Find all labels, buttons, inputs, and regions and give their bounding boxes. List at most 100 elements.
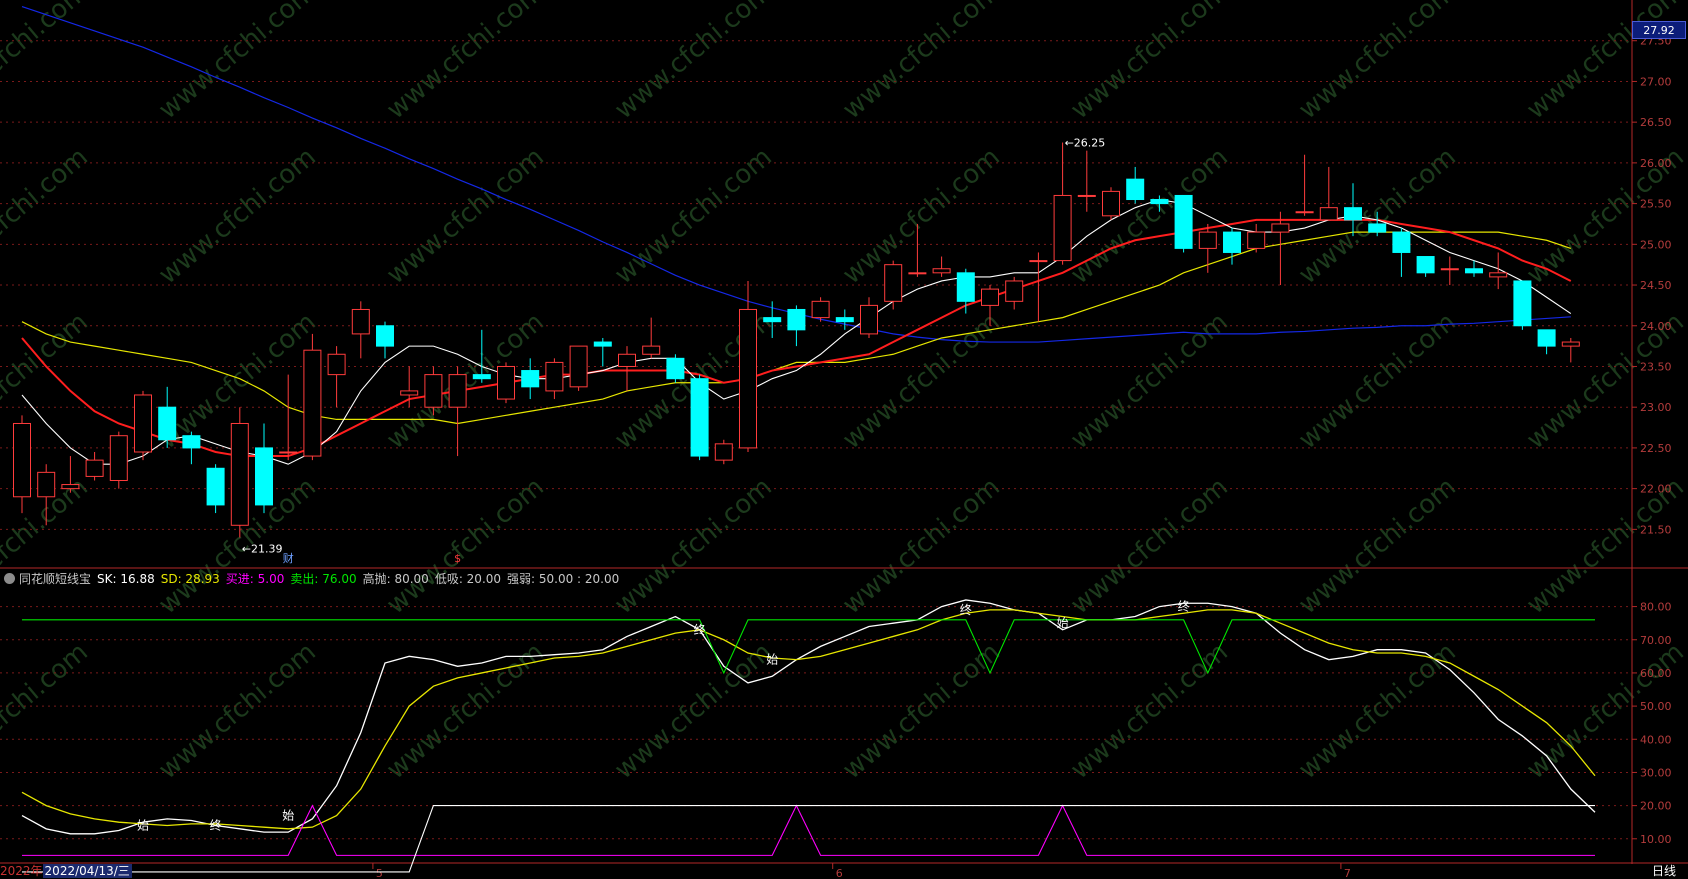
candle-body <box>424 374 443 408</box>
y-tick-label: 26.50 <box>1640 116 1672 129</box>
candle <box>206 464 225 514</box>
watermark-text: www.cfchi.com <box>0 0 94 125</box>
candle <box>811 297 830 322</box>
strong-line <box>22 805 1595 873</box>
x-tick-label: 6 <box>836 867 843 879</box>
candle <box>860 297 878 338</box>
current-date: 2022/04/13/三 <box>42 864 132 878</box>
sell-line <box>22 619 1595 675</box>
sk-line <box>21 599 1596 835</box>
candle <box>1440 256 1459 286</box>
watermark-text: www.cfchi.com <box>1065 307 1234 455</box>
y-tick-label: 20.00 <box>1640 800 1672 813</box>
y-tick-label: 24.50 <box>1640 279 1672 292</box>
candle <box>134 390 152 461</box>
candle <box>13 415 31 514</box>
y-tick-label: 80.00 <box>1640 601 1672 614</box>
indicator-name[interactable]: 同花顺短线宝 <box>19 572 92 586</box>
candle <box>932 256 951 277</box>
candle-body <box>85 459 104 477</box>
y-tick-label: 50.00 <box>1640 700 1672 713</box>
candle <box>545 358 564 400</box>
candle <box>182 431 201 465</box>
candle <box>835 309 854 330</box>
ma60-line <box>21 5 1571 343</box>
candle-body <box>448 374 467 408</box>
period-selector[interactable]: 日线 <box>1651 864 1676 878</box>
candle <box>376 321 394 359</box>
watermark-text: www.cfchi.com <box>609 0 778 125</box>
watermark-text: www.cfchi.com <box>153 637 322 785</box>
candle-body <box>1029 260 1048 263</box>
candle-body <box>351 308 370 335</box>
signal-label: 终 <box>960 602 972 617</box>
candle <box>569 345 588 391</box>
candle <box>109 431 128 489</box>
candle-body <box>1368 223 1387 233</box>
candle <box>303 333 322 461</box>
candle-body <box>1465 268 1483 274</box>
sell-value: 卖出: 76.00 <box>290 572 357 586</box>
candle <box>642 317 661 359</box>
candle-body <box>981 288 999 306</box>
candle <box>521 358 540 400</box>
candle <box>1271 211 1290 286</box>
candle <box>1489 252 1508 290</box>
candle <box>85 451 104 481</box>
price-annotation: ←26.25 <box>1065 137 1106 150</box>
signal-label: 终 <box>210 818 222 833</box>
candle <box>400 366 419 408</box>
candle <box>279 374 298 461</box>
candle <box>787 305 806 347</box>
event-marker: 财 <box>283 551 294 565</box>
watermark-text: www.cfchi.com <box>609 637 778 785</box>
candle-body <box>1053 194 1072 262</box>
watermark-text: www.cfchi.com <box>1293 472 1462 620</box>
signal-label: 终 <box>694 622 706 637</box>
indicator-settings-icon[interactable] <box>4 573 15 584</box>
candle <box>424 366 443 416</box>
event-marker: $ <box>454 552 461 565</box>
y-tick-label: 24.00 <box>1640 320 1672 333</box>
candle-body <box>666 357 685 380</box>
candle-body <box>497 365 515 400</box>
candle <box>1029 252 1048 322</box>
candle <box>1537 329 1556 355</box>
candle <box>690 374 709 461</box>
y-tick-label: 10.00 <box>1640 833 1672 846</box>
candle-body <box>206 467 225 506</box>
watermark-text: www.cfchi.com <box>381 0 550 125</box>
candle-body <box>1102 190 1120 217</box>
candle <box>714 439 733 465</box>
candle-body <box>835 317 854 323</box>
buy-value: 买进: 5.00 <box>225 572 285 586</box>
y-tick-label: 22.50 <box>1640 442 1672 455</box>
candle-body <box>13 422 31 498</box>
candle-body <box>860 304 878 335</box>
signal-label: 终 <box>1178 599 1190 614</box>
candle-body <box>956 272 975 302</box>
candle <box>497 362 515 404</box>
year-label: 2022年 <box>0 864 43 878</box>
candle <box>158 386 177 448</box>
candle-body <box>1537 329 1556 347</box>
candle-body <box>1319 207 1338 221</box>
watermark-text: www.cfchi.com <box>837 472 1006 620</box>
watermark-text: www.cfchi.com <box>1293 0 1462 125</box>
x-tick-label: 7 <box>1344 867 1351 879</box>
candle-body <box>1271 223 1290 233</box>
candle-body <box>521 370 540 388</box>
candle <box>593 337 612 367</box>
y-tick-label: 22.00 <box>1640 483 1672 496</box>
candle-body <box>230 422 249 526</box>
candle-body <box>158 406 177 441</box>
candle <box>618 346 636 391</box>
candle <box>1368 211 1387 237</box>
high-value: 高抛: 80.00 <box>362 572 429 586</box>
y-tick-label: 23.50 <box>1640 360 1672 373</box>
candle-body <box>1513 280 1532 327</box>
candle-body <box>1440 268 1459 271</box>
candle-body <box>690 378 709 457</box>
candle-body <box>1561 341 1580 347</box>
